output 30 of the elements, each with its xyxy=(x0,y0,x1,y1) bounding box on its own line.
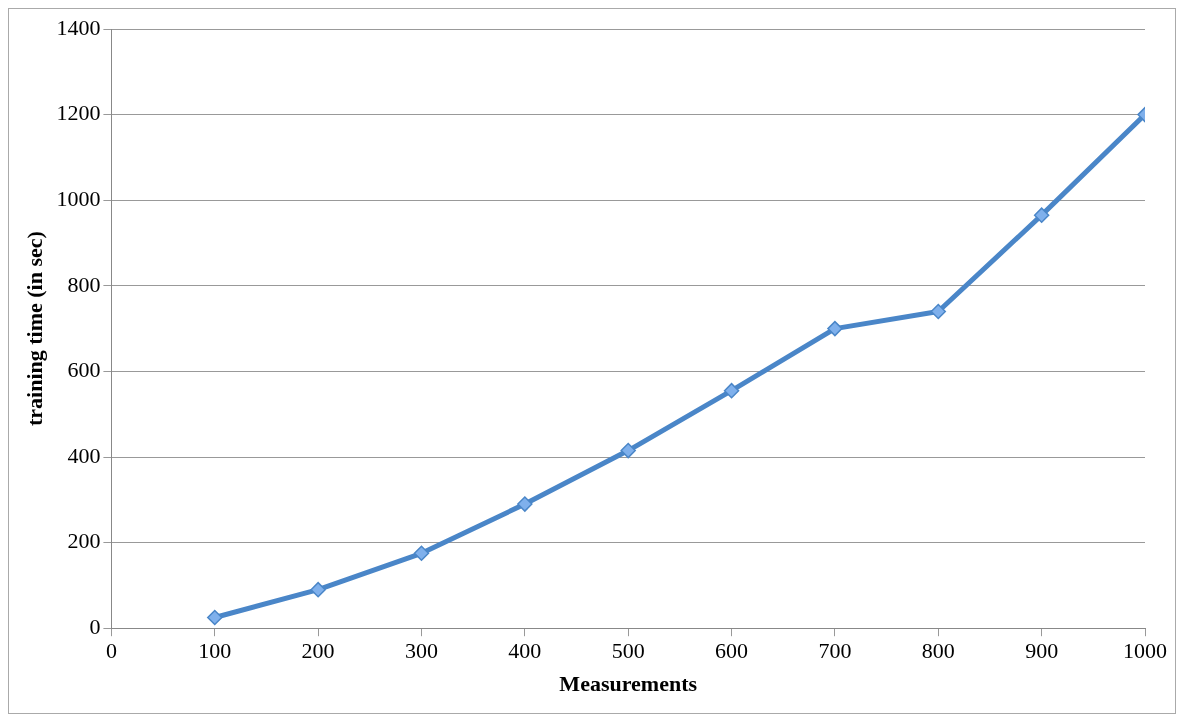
x-tick-label: 0 xyxy=(105,638,117,664)
point xyxy=(207,609,223,626)
point xyxy=(517,496,533,512)
point xyxy=(413,545,430,562)
y-tick-label: 1200 xyxy=(56,100,101,126)
x-tick-label: 1000 xyxy=(1123,638,1167,664)
x-tick-label: 500 xyxy=(611,638,645,664)
y-tick-label: 800 xyxy=(67,271,101,297)
point xyxy=(827,320,843,337)
point xyxy=(310,581,326,598)
x-tick-label: 900 xyxy=(1025,638,1059,664)
point xyxy=(1033,207,1050,223)
x-tick-label: 800 xyxy=(921,638,955,664)
point xyxy=(930,303,947,320)
y-tick-label: 200 xyxy=(67,528,101,554)
y-tick-label: 400 xyxy=(67,442,101,468)
y-tick-label: 0 xyxy=(89,613,101,639)
y-axis-title: training time (in sec) xyxy=(21,231,47,427)
point xyxy=(723,382,740,399)
point xyxy=(620,442,636,459)
x-tick-label: 300 xyxy=(404,638,438,664)
x-tick-label: 600 xyxy=(715,638,749,664)
y-tick-label: 1000 xyxy=(56,185,101,211)
y-tick-label: 600 xyxy=(67,357,101,383)
x-axis-title: Measurements xyxy=(559,671,698,697)
x-tick-label: 100 xyxy=(198,638,232,664)
y-tick-label: 1400 xyxy=(56,14,101,40)
x-tick-label: 200 xyxy=(301,638,335,664)
x-tick-label: 700 xyxy=(818,638,852,664)
x-tick-label: 400 xyxy=(508,638,542,664)
